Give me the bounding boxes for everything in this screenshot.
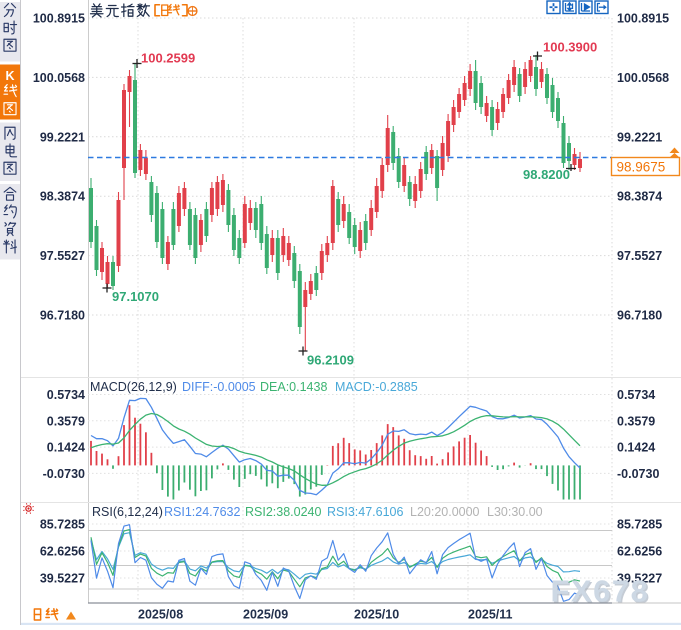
svg-text:96.7180: 96.7180	[40, 309, 85, 323]
svg-text:DIFF:-0.0005: DIFF:-0.0005	[182, 380, 256, 394]
svg-text:MACD(26,12,9): MACD(26,12,9)	[90, 380, 177, 394]
svg-text:39.5227: 39.5227	[617, 572, 662, 586]
svg-text:MACD:-0.2885: MACD:-0.2885	[335, 380, 418, 394]
svg-text:RSI(6,12,24): RSI(6,12,24)	[92, 505, 163, 519]
svg-text:97.5527: 97.5527	[40, 249, 85, 263]
svg-text:2025/11: 2025/11	[468, 608, 513, 622]
svg-text:100.0568: 100.0568	[33, 71, 85, 85]
svg-text:98.9675: 98.9675	[617, 160, 666, 175]
svg-text:0.3579: 0.3579	[47, 414, 85, 428]
svg-text:0.3579: 0.3579	[617, 414, 655, 428]
svg-text:2025/09: 2025/09	[243, 608, 288, 622]
svg-text:100.8915: 100.8915	[617, 12, 669, 26]
svg-text:98.3874: 98.3874	[617, 190, 662, 204]
svg-text:-0.0730: -0.0730	[43, 467, 85, 481]
svg-text:K: K	[5, 69, 14, 83]
svg-text:L20:20.0000: L20:20.0000	[410, 505, 480, 519]
svg-text:2025/10: 2025/10	[354, 608, 399, 622]
svg-text:97.1070: 97.1070	[112, 289, 159, 304]
svg-text:0.5734: 0.5734	[47, 388, 85, 402]
svg-text:L30:30.00: L30:30.00	[487, 505, 543, 519]
svg-text:96.2109: 96.2109	[307, 353, 354, 368]
svg-text:RSI2:38.0240: RSI2:38.0240	[245, 505, 321, 519]
svg-text:98.8200: 98.8200	[523, 167, 570, 182]
svg-text:RSI1:24.7632: RSI1:24.7632	[164, 505, 240, 519]
svg-text:39.5227: 39.5227	[40, 572, 85, 586]
svg-text:62.6256: 62.6256	[40, 545, 85, 559]
svg-text:-0.0730: -0.0730	[617, 467, 659, 481]
svg-text:0.1424: 0.1424	[47, 441, 85, 455]
svg-text:99.2221: 99.2221	[617, 130, 662, 144]
svg-text:98.3874: 98.3874	[40, 190, 85, 204]
svg-text:85.7285: 85.7285	[617, 518, 662, 532]
svg-text:100.3900: 100.3900	[543, 40, 597, 55]
svg-text:100.2599: 100.2599	[141, 51, 195, 66]
svg-text:85.7285: 85.7285	[40, 518, 85, 532]
svg-text:2025/08: 2025/08	[138, 608, 183, 622]
svg-text:RSI3:47.6106: RSI3:47.6106	[327, 505, 403, 519]
svg-text:62.6256: 62.6256	[617, 545, 662, 559]
svg-text:99.2221: 99.2221	[40, 130, 85, 144]
svg-text:96.7180: 96.7180	[617, 309, 662, 323]
svg-text:97.5527: 97.5527	[617, 249, 662, 263]
svg-text:0.5734: 0.5734	[617, 388, 655, 402]
svg-text:FX678: FX678	[552, 575, 651, 610]
svg-text:100.0568: 100.0568	[617, 71, 669, 85]
svg-text:DEA:0.1438: DEA:0.1438	[260, 380, 327, 394]
svg-text:0.1424: 0.1424	[617, 441, 655, 455]
svg-text:100.8915: 100.8915	[33, 12, 85, 26]
